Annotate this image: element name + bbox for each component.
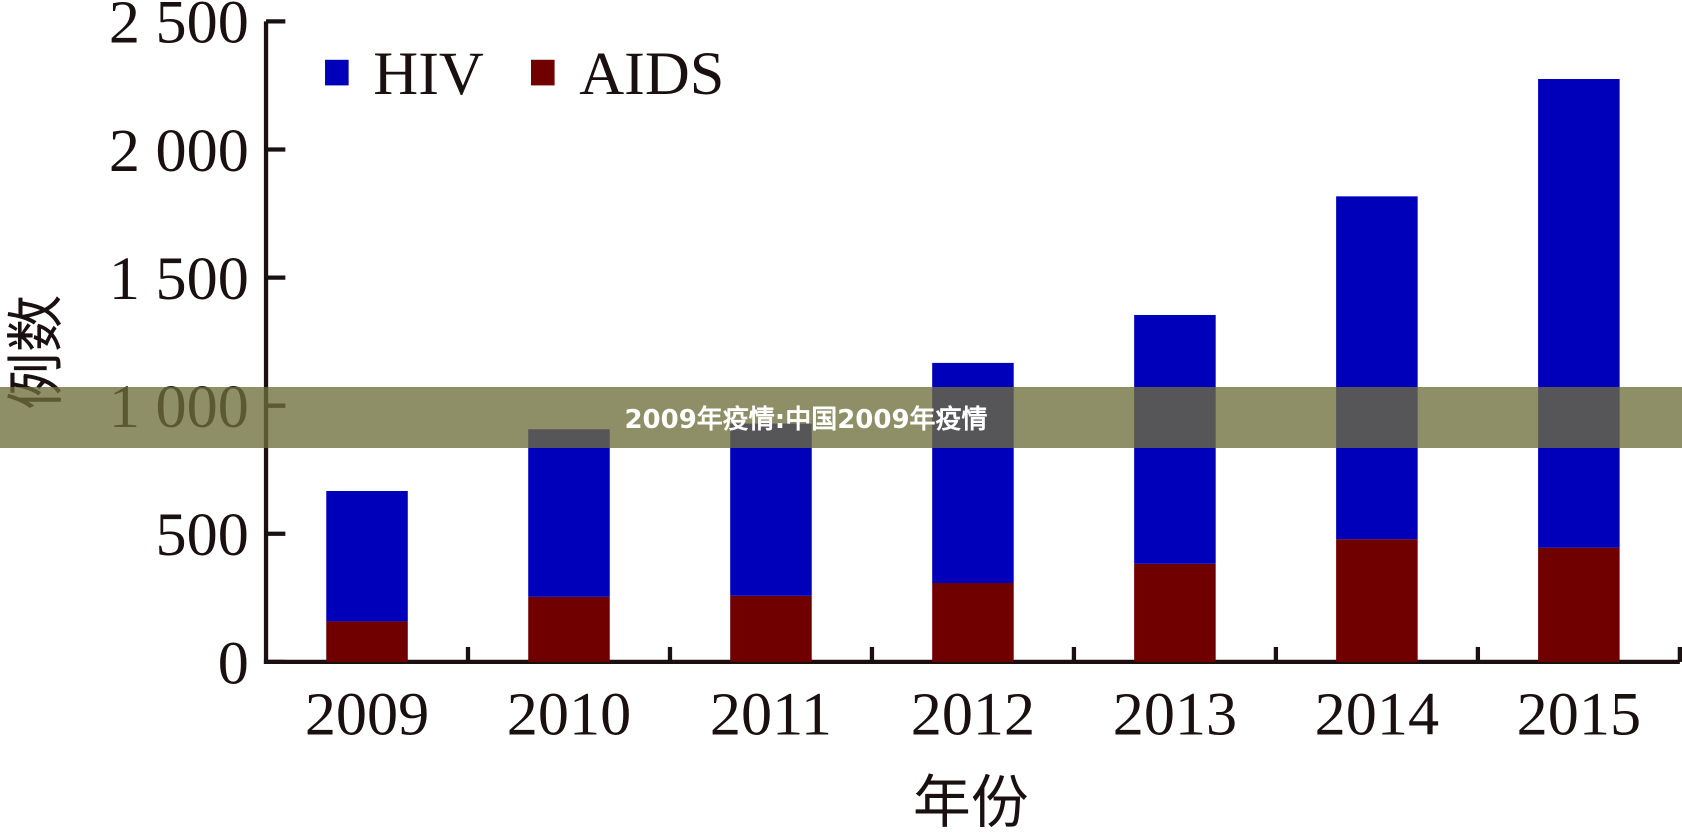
bar-aids-2015	[1538, 547, 1620, 662]
bar-aids-2012	[932, 582, 1014, 662]
y-tick-label: 2 000	[109, 117, 249, 185]
bar-aids-2009	[326, 621, 408, 662]
x-tick-label: 2014	[1315, 681, 1439, 749]
legend-swatch-hiv	[325, 59, 349, 86]
y-tick-label: 1 500	[109, 245, 249, 313]
legend-label-aids: AIDS	[579, 40, 724, 108]
x-tick-label: 2015	[1517, 681, 1641, 749]
y-tick-label: 500	[156, 501, 249, 569]
x-tick-label: 2011	[710, 681, 832, 749]
bar-hiv-2011	[730, 423, 812, 596]
caption-title: 2009年疫情:中国2009年疫情	[624, 405, 988, 435]
bar-aids-2011	[730, 595, 812, 662]
bar-aids-2010	[528, 596, 610, 662]
bar-hiv-2015	[1538, 79, 1620, 548]
caption-banner: 2009年疫情:中国2009年疫情	[0, 387, 1682, 448]
bar-aids-2013	[1134, 563, 1216, 662]
x-tick-label: 2012	[911, 681, 1035, 749]
x-tick-label: 2010	[507, 681, 631, 749]
x-axis-title: 年份	[913, 768, 1029, 836]
x-tick-label: 2013	[1113, 681, 1237, 749]
y-tick-label: 2 500	[109, 0, 249, 57]
legend-swatch-aids	[530, 59, 555, 86]
legend-label-hiv: HIV	[373, 40, 484, 108]
x-tick-label: 2009	[305, 681, 429, 749]
bar-hiv-2014	[1336, 196, 1418, 540]
bar-aids-2014	[1336, 539, 1418, 662]
bar-hiv-2010	[528, 429, 610, 597]
bar-hiv-2009	[326, 491, 408, 622]
y-tick-label: 0	[218, 629, 249, 697]
